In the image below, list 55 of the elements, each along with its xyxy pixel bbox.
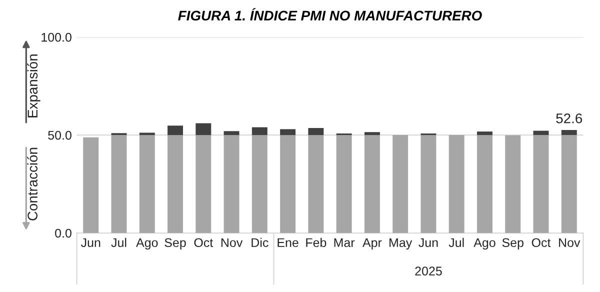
x-tick-label: Oct — [194, 238, 214, 248]
x-tick-label: Sep — [502, 238, 524, 250]
bar — [364, 135, 380, 234]
x-tick-label: Oct — [532, 238, 551, 248]
bar — [252, 127, 268, 136]
y-tick-label: 50.0 — [48, 130, 72, 140]
bar — [420, 135, 436, 234]
bar — [308, 128, 324, 136]
x-tick-label: May — [390, 238, 412, 250]
x-tick-label: Jul — [111, 238, 126, 248]
bar — [224, 131, 240, 136]
bar — [111, 135, 127, 234]
x-tick-label: Jul — [448, 238, 464, 248]
bar — [196, 135, 212, 234]
y-tick-label: 0.0 — [55, 228, 72, 238]
bar — [392, 135, 408, 234]
bar — [196, 123, 212, 136]
x-tick-label: Nov — [559, 238, 580, 248]
x-tick-label: Mar — [334, 238, 355, 248]
bar — [336, 135, 352, 234]
bar — [252, 135, 268, 234]
bar — [168, 135, 184, 234]
x-axis-title: 2025 — [415, 266, 442, 276]
x-tick-label: Ene — [278, 238, 298, 248]
x-tick-label: Jun — [418, 238, 438, 248]
bar — [139, 132, 155, 136]
x-tick-label: Jun — [80, 238, 100, 248]
x-tick-label: Feb — [306, 238, 326, 248]
bar — [476, 135, 492, 234]
bar — [280, 135, 296, 234]
text: Expansión — [27, 54, 40, 118]
bar — [224, 135, 240, 234]
y-tick-label: 100.0 — [42, 32, 72, 42]
bar — [533, 130, 549, 136]
bar — [476, 132, 492, 136]
x-tick-label: Ago — [474, 238, 496, 250]
bar — [561, 130, 577, 136]
bar — [448, 135, 464, 234]
text: Contracción — [27, 148, 38, 220]
x-tick-label: Dic — [252, 238, 268, 248]
x-tick-label: Nov — [221, 238, 243, 248]
bar — [139, 135, 155, 234]
bar — [280, 129, 296, 136]
chart-title: FIGURA 1. ÍNDICE PMI NO MANUFACTURERO — [178, 8, 482, 21]
bar — [505, 135, 521, 234]
bar — [83, 137, 99, 234]
bar — [168, 126, 184, 136]
bar — [533, 135, 549, 234]
x-tick-label: Sep — [164, 238, 186, 250]
bar — [308, 135, 324, 234]
x-tick-label: Ago — [136, 238, 158, 250]
total-label: 52.6 — [556, 113, 582, 124]
x-tick-label: Apr — [362, 238, 382, 250]
bar — [364, 132, 380, 136]
bar — [561, 135, 577, 234]
